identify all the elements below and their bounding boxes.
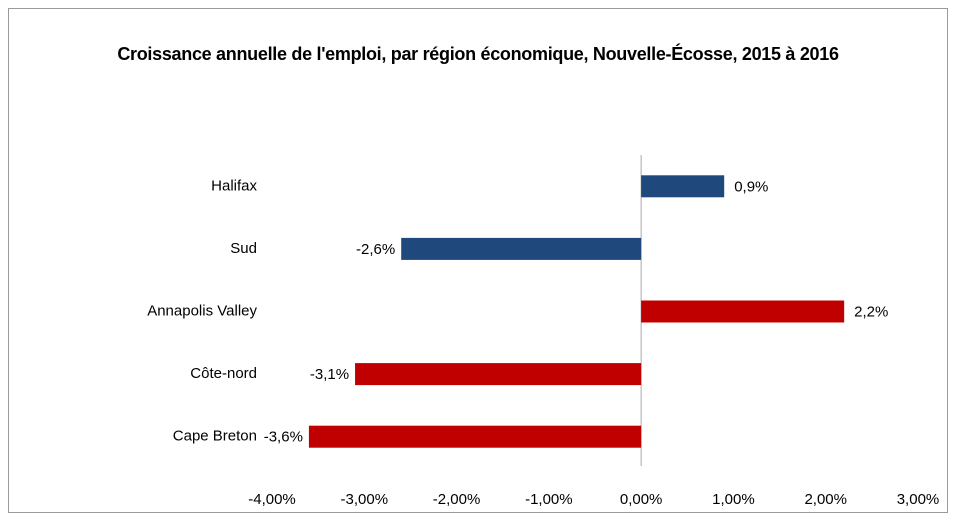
- chart-title: Croissance annuelle de l'emploi, par rég…: [117, 44, 839, 64]
- y-tick-label: Sud: [230, 240, 257, 257]
- y-tick-label: Côte-nord: [190, 365, 257, 382]
- x-tick-label: 1,00%: [712, 491, 755, 508]
- bar: [308, 425, 642, 448]
- value-label: -2,6%: [356, 241, 395, 258]
- x-tick-label: -4,00%: [248, 491, 296, 508]
- x-tick-label: -3,00%: [341, 491, 389, 508]
- x-tick-label: 0,00%: [620, 491, 663, 508]
- x-tick-label: -1,00%: [525, 491, 573, 508]
- y-tick-label: Annapolis Valley: [147, 302, 257, 319]
- bar: [641, 175, 725, 198]
- value-label: -3,6%: [264, 429, 303, 446]
- x-tick-label: -2,00%: [433, 491, 481, 508]
- x-tick-label: 3,00%: [897, 491, 940, 508]
- y-tick-label: Halifax: [211, 177, 257, 194]
- value-label: 2,2%: [854, 303, 888, 320]
- bar: [355, 363, 642, 386]
- value-label: 0,9%: [734, 178, 768, 195]
- bar: [401, 237, 642, 260]
- bar: [641, 300, 845, 323]
- y-tick-label: Cape Breton: [173, 428, 257, 445]
- x-tick-label: 2,00%: [804, 491, 847, 508]
- value-label: -3,1%: [310, 366, 349, 383]
- chart-frame: [8, 8, 948, 513]
